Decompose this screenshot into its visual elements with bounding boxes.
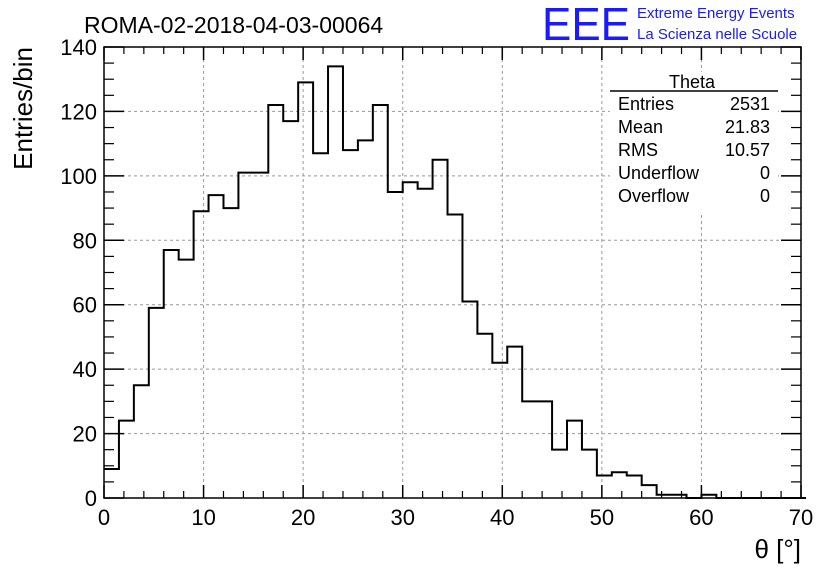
stats-row-label: Overflow [618, 186, 690, 206]
stats-row-value: 0 [760, 186, 770, 206]
y-tick-label: 20 [73, 422, 97, 447]
stats-row-label: Entries [618, 94, 674, 114]
eee-logo-line1: Extreme Energy Events [637, 5, 795, 22]
stats-box-rows: Entries 2531 Mean 21.83 RMS 10.57 Underflow 0 Ov… [618, 94, 770, 206]
stats-box-title: Theta [669, 72, 716, 92]
x-axis-label: θ [°] [754, 534, 801, 564]
eee-logo-mark: EEE [542, 0, 630, 50]
y-tick-label: 40 [73, 357, 97, 382]
stats-row-label: Mean [618, 117, 663, 137]
y-tick-label: 60 [73, 293, 97, 318]
chart-title: ROMA-02-2018-04-03-00064 [84, 12, 383, 38]
axis-ticks [103, 46, 802, 499]
y-tick-label: 140 [60, 35, 97, 60]
y-tick-label: 120 [60, 99, 97, 124]
x-tick-label: 40 [490, 505, 514, 530]
x-tick-label: 60 [689, 505, 713, 530]
stats-box-background [610, 72, 778, 212]
stats-row-label: RMS [618, 140, 658, 160]
x-tick-label: 30 [390, 505, 414, 530]
stats-row-value: 21.83 [725, 117, 770, 137]
y-tick-label: 80 [73, 228, 97, 253]
stats-row-value: 10.57 [725, 140, 770, 160]
eee-logo-line2: La Scienza nelle Scuole [637, 26, 797, 43]
y-tick-label: 100 [60, 164, 97, 189]
y-tick-labels: 0 20 40 60 80 100 120 140 [60, 35, 97, 511]
stats-row-value: 2531 [730, 94, 770, 114]
eee-logo: EEE Extreme Energy Events La Scienza nel… [542, 0, 797, 50]
stats-row-value: 0 [760, 163, 770, 183]
x-tick-label: 0 [98, 505, 110, 530]
x-tick-label: 10 [191, 505, 215, 530]
y-tick-label: 0 [85, 486, 97, 511]
x-tick-label: 20 [291, 505, 315, 530]
stats-box: Theta Entries 2531 Mean 21.83 RMS 10.57 Underf… [610, 72, 778, 212]
y-axis-label: Entries/bin [8, 47, 38, 170]
stats-row-label: Underflow [618, 163, 700, 183]
grid-lines [104, 47, 801, 498]
x-tick-label: 70 [789, 505, 813, 530]
histogram-line [104, 65, 806, 499]
x-tick-labels: 0 10 20 30 40 50 60 70 [98, 505, 813, 530]
x-tick-label: 50 [590, 505, 614, 530]
